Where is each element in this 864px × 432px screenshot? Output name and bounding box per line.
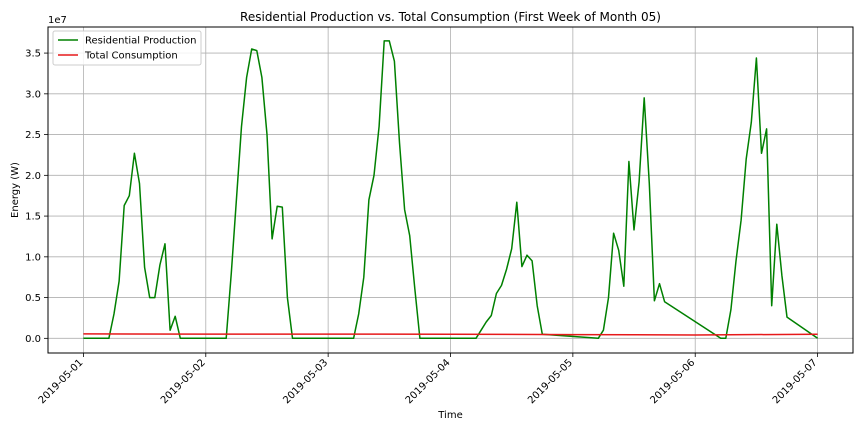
legend: Residential Production Total Consumption	[52, 30, 202, 66]
legend-label-residential-production: Residential Production	[85, 36, 196, 47]
x-axis-label: Time	[437, 410, 462, 421]
y-tick-label: 1.5	[25, 212, 41, 223]
y-axis: 0.0 0.5 1.0 1.5 2.0 2.5 3.0 3.5	[25, 49, 48, 345]
y-tick-label: 3.5	[25, 49, 41, 60]
y-tick-label: 0.5	[25, 293, 41, 304]
y-tick-label: 3.0	[25, 89, 41, 100]
series-layer	[83, 40, 819, 340]
series-line-residential-production	[83, 40, 819, 340]
series-line-total-consumption	[83, 333, 818, 336]
chart-title: Residential Production vs. Total Consump…	[240, 10, 661, 24]
y-tick-label: 2.0	[25, 171, 41, 182]
y-tick-label: 2.5	[25, 130, 41, 141]
y-tick-label: 1.0	[25, 252, 41, 263]
y-axis-label: Energy (W)	[10, 162, 21, 218]
y-tick-label: 0.0	[25, 334, 41, 345]
legend-box	[52, 30, 202, 66]
y-scale-offset: 1e7	[48, 15, 67, 26]
legend-label-total-consumption: Total Consumption	[84, 51, 178, 62]
